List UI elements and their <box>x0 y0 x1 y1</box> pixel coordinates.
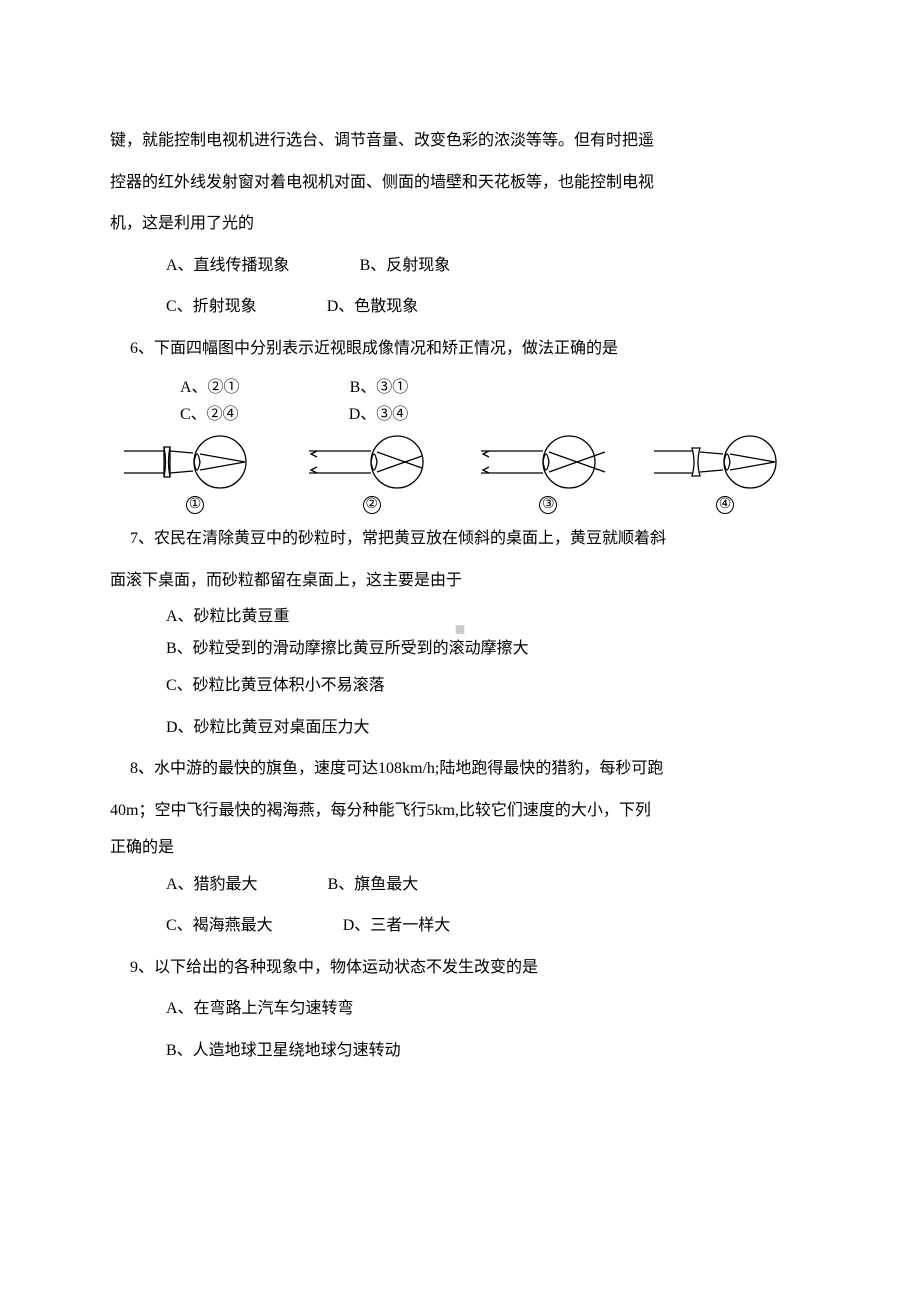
q7-option-a: A、砂粒比黄豆重 <box>110 601 810 633</box>
q8-stem-line1: 8、水中游的最快的旗鱼，速度可达108km/h;陆地跑得最快的猎豹，每秒可跑 <box>110 748 810 790</box>
q9-option-b: B、人造地球卫星绕地球匀速转动 <box>110 1030 810 1072</box>
q6-label-3: ③ <box>539 496 557 514</box>
q6-option-b: B、③① <box>350 374 409 401</box>
q7-option-d: D、砂粒比黄豆对桌面压力大 <box>110 707 810 749</box>
q8-option-a: A、猎豹最大 <box>166 864 258 906</box>
q5-option-c: C、折射现象 <box>166 286 257 328</box>
q5-option-a: A、直线传播现象 <box>166 245 290 287</box>
q6-option-c: C、②④ <box>180 401 239 428</box>
q9-option-a: A、在弯路上汽车匀速转弯 <box>110 988 810 1030</box>
q6-label-4: ④ <box>716 496 734 514</box>
q5-stem-line2: 控器的红外线发射窗对着电视机对面、侧面的墙壁和天花板等，也能控制电视 <box>110 162 810 204</box>
q8-option-b: B、旗鱼最大 <box>328 864 419 906</box>
q8-options-row1: A、猎豹最大 B、旗鱼最大 <box>110 864 810 906</box>
eye-diagram-4-icon <box>650 434 800 490</box>
q6-label-1: ① <box>186 496 204 514</box>
q8-stem-line3: 正确的是 <box>110 832 810 864</box>
q6-options: A、②① B、③① C、②④ D、③④ <box>110 374 810 428</box>
q8-options-row2: C、褐海燕最大 D、三者一样大 <box>110 905 810 947</box>
q7-option-c: C、砂粒比黄豆体积小不易滚落 <box>110 665 810 707</box>
q8-stem-line2: 40m；空中飞行最快的褐海燕，每分种能飞行5km,比较它们速度的大小，下列 <box>110 790 810 832</box>
q5-options-row2: C、折射现象 D、色散现象 <box>110 286 810 328</box>
document-page: 键，就能控制电视机进行选台、调节音量、改变色彩的浓淡等等。但有时把遥 控器的红外… <box>0 0 920 1151</box>
q5-option-b: B、反射现象 <box>360 245 451 287</box>
q6-option-a: A、②① <box>180 374 240 401</box>
q5-stem-line3: 机，这是利用了光的 <box>110 203 810 245</box>
q6-diagrams: ① ② <box>110 434 810 514</box>
q7-stem-line2: 面滚下桌面，而砂粒都留在桌面上，这主要是由于 <box>110 560 810 602</box>
q6-diagram-4: ④ <box>650 434 800 514</box>
eye-diagram-1-icon <box>120 434 270 490</box>
q9-stem: 9、以下给出的各种现象中，物体运动状态不发生改变的是 <box>110 947 810 989</box>
q7-stem-line1: 7、农民在清除黄豆中的砂粒时，常把黄豆放在倾斜的桌面上，黄豆就顺着斜 <box>110 518 810 560</box>
q6-label-2: ② <box>363 496 381 514</box>
q5-option-d: D、色散现象 <box>327 286 419 328</box>
q7-option-b: B、砂粒受到的滑动摩擦比黄豆所受到的滚动摩擦大 <box>110 633 810 665</box>
eye-diagram-3-icon <box>473 434 623 490</box>
q6-diagram-3: ③ <box>473 434 623 514</box>
q5-stem-line1: 键，就能控制电视机进行选台、调节音量、改变色彩的浓淡等等。但有时把遥 <box>110 120 810 162</box>
q8-option-d: D、三者一样大 <box>343 905 451 947</box>
q6-diagram-1: ① <box>120 434 270 514</box>
q8-option-c: C、褐海燕最大 <box>166 905 273 947</box>
eye-diagram-2-icon <box>297 434 447 490</box>
q6-diagram-2: ② <box>297 434 447 514</box>
q5-options-row1: A、直线传播现象 B、反射现象 <box>110 245 810 287</box>
q6-option-d: D、③④ <box>349 401 409 428</box>
q6-stem: 6、下面四幅图中分别表示近视眼成像情况和矫正情况，做法正确的是 <box>110 328 810 370</box>
